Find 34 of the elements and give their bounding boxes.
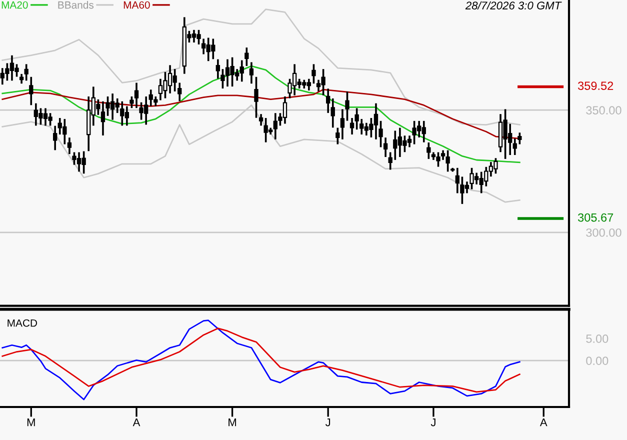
x-tick-label: J <box>325 418 330 426</box>
candlestick <box>19 74 24 84</box>
candlestick <box>244 48 249 66</box>
legend-label: MA60 <box>124 1 150 9</box>
legend-label: MA20 <box>2 1 28 9</box>
annotation: 28/7/2026 3:0 GMT <box>465 1 562 10</box>
y-tick-label: 5.00 <box>586 334 608 343</box>
candlestick <box>383 138 388 157</box>
line-series <box>2 328 520 393</box>
candlestick <box>52 126 58 150</box>
x-tick-label: M <box>228 418 236 426</box>
x-tick-label: A <box>132 418 140 426</box>
legend-label: BBands <box>58 1 94 9</box>
candlestick <box>312 64 316 84</box>
text: MACD <box>8 319 37 327</box>
candlestick <box>24 64 28 81</box>
ref-line-label: 359.52 <box>578 82 614 90</box>
candlestick <box>426 142 431 159</box>
x-tick-label: A <box>540 418 548 426</box>
candlestick <box>178 82 182 102</box>
candlestick <box>29 76 34 106</box>
ref-line-label: 305.67 <box>578 213 614 222</box>
candlestick <box>326 88 330 113</box>
y-tick-label: 0.00 <box>586 356 608 365</box>
y-tick-label: 300.00 <box>586 228 622 237</box>
candlestick <box>446 150 450 172</box>
candlestick <box>330 98 335 128</box>
y-tick-label: 350.00 <box>586 106 622 114</box>
candlestick <box>67 138 72 154</box>
candlestick <box>254 76 258 118</box>
x-tick-label: M <box>27 418 35 426</box>
line-series <box>2 320 520 400</box>
candlestick <box>249 62 254 84</box>
x-tick-label: J <box>430 418 436 426</box>
